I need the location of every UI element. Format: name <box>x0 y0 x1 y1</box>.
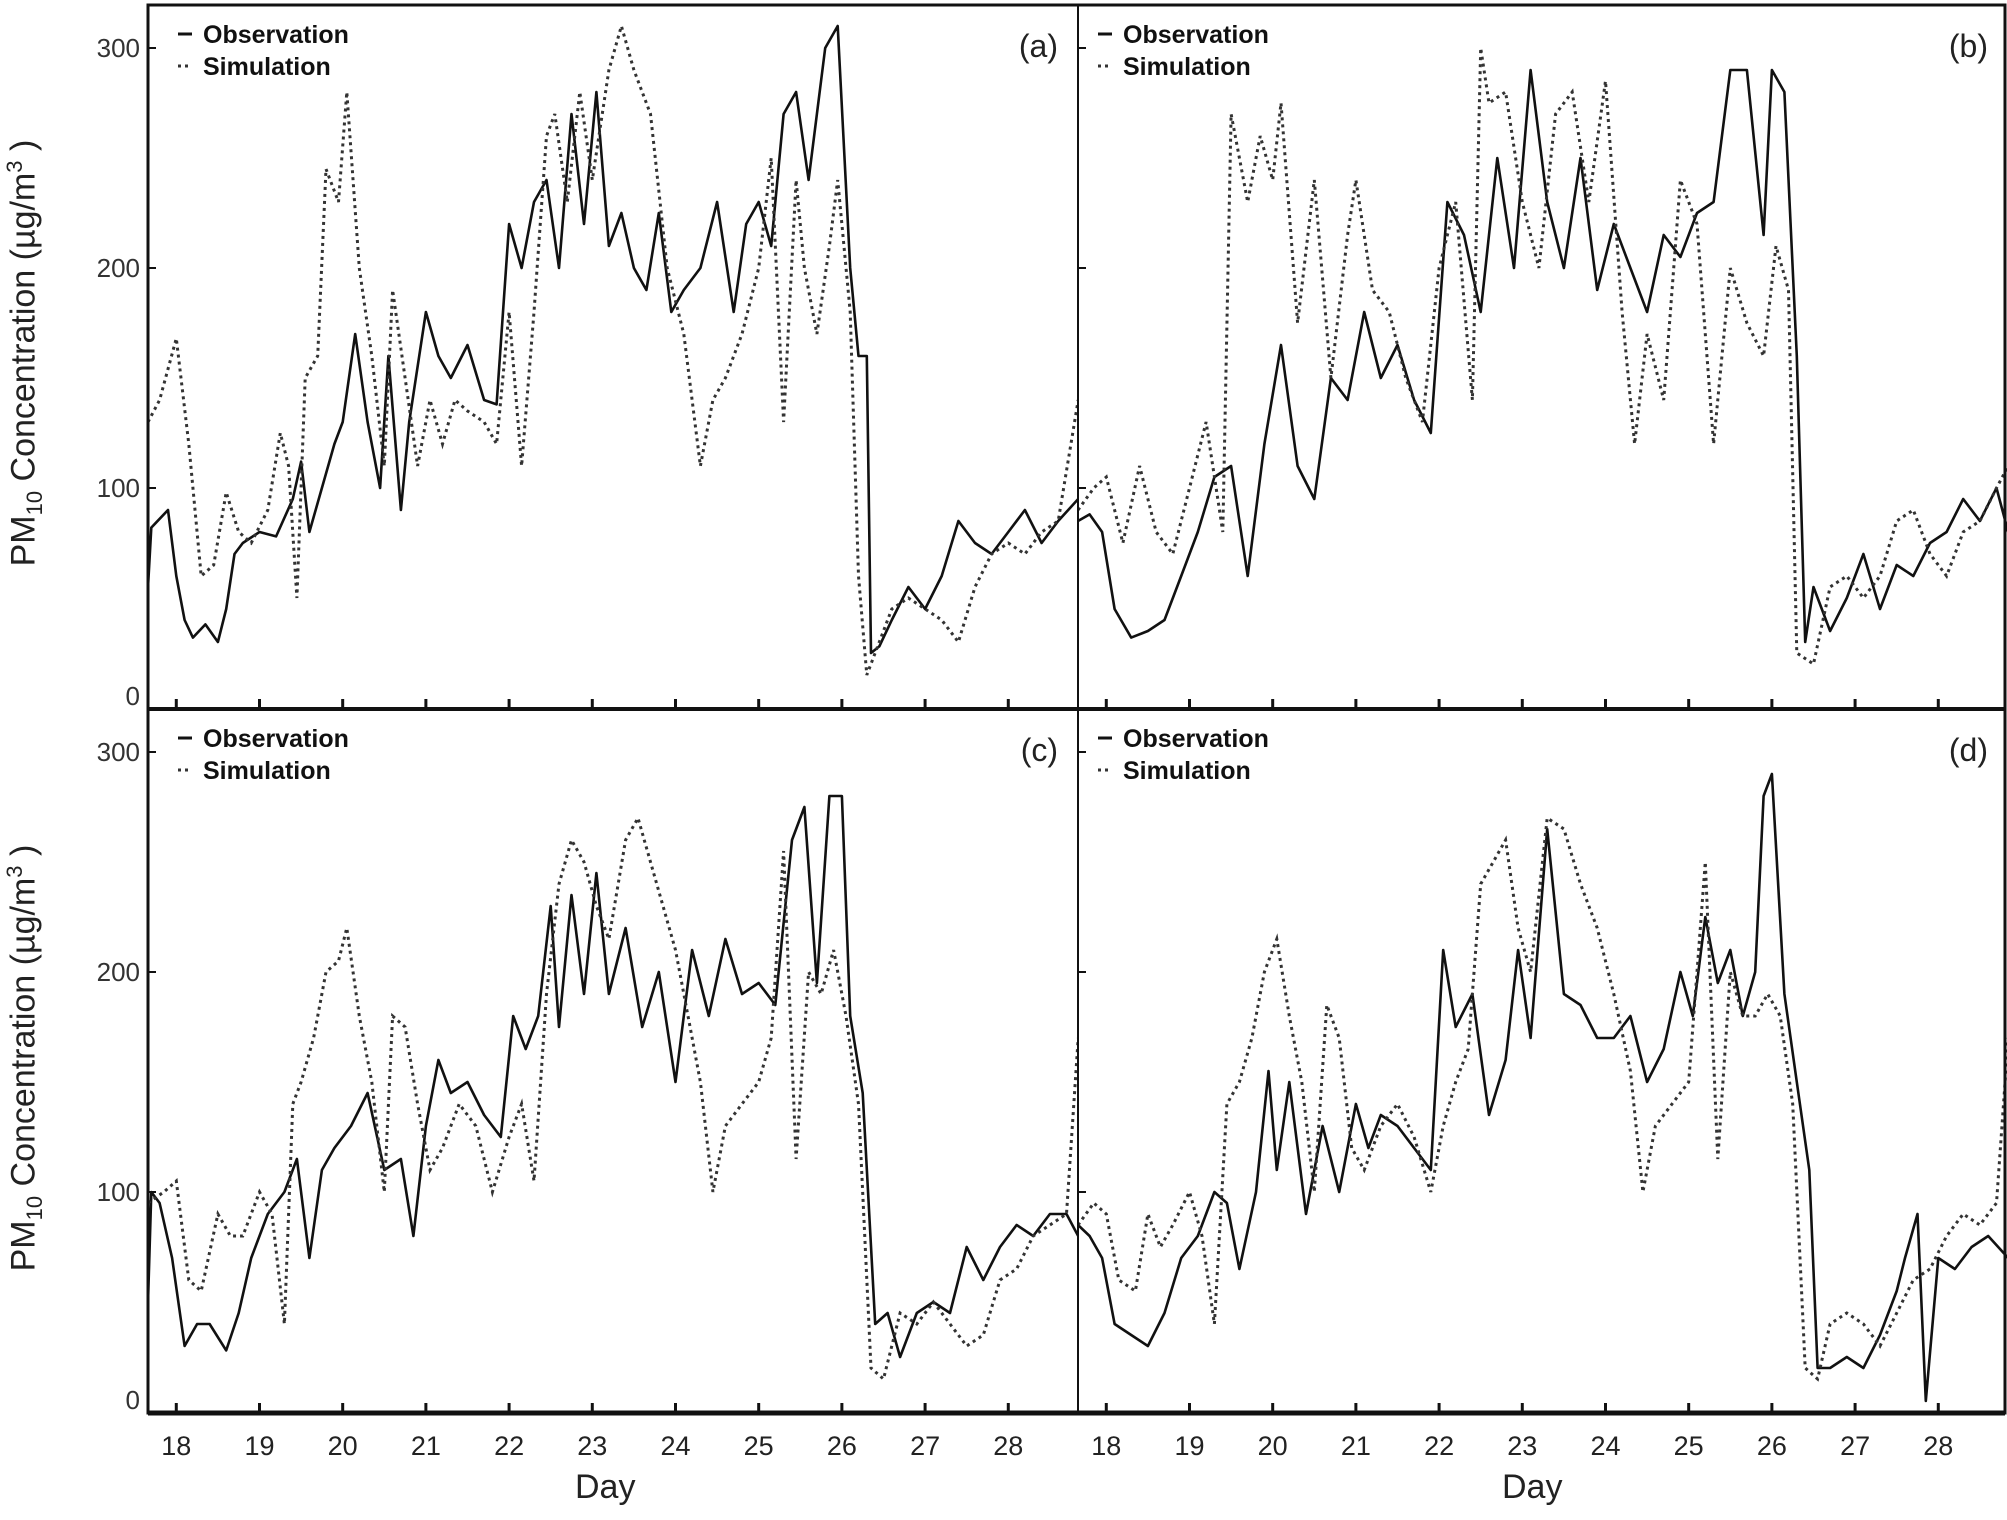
x-tick-label: 21 <box>411 1431 441 1461</box>
legend: Observation Simulation <box>178 725 349 785</box>
simulation-line <box>148 814 1078 1382</box>
x-tick-label: 24 <box>660 1431 690 1461</box>
x-tick-label: 28 <box>993 1431 1023 1461</box>
x-tick-label: 25 <box>744 1431 774 1461</box>
y-axis-label-top: PM10 Concentration (µg/m3 ) <box>1 139 48 567</box>
observation-line <box>1078 68 2007 644</box>
panel-tag: (d) <box>1949 732 1988 768</box>
y-tick-label: 300 <box>97 33 140 63</box>
panel-tag: (a) <box>1019 28 1058 64</box>
panel-d: 18 19 20 21 22 23 24 25 26 27 28 (d) Observation Simu… <box>1078 725 2007 1461</box>
y-axis-label-bottom: PM10 Concentration (µg/m3 ) <box>1 844 48 1272</box>
observation-line <box>148 24 1078 655</box>
x-tick-label: 28 <box>1923 1431 1953 1461</box>
y-tick-label: 100 <box>97 1177 140 1207</box>
panel-tag: (c) <box>1021 732 1058 768</box>
x-tick-label: 25 <box>1674 1431 1704 1461</box>
observation-line <box>1078 772 2007 1403</box>
x-tick-label: 22 <box>1424 1431 1454 1461</box>
x-tick-label: 19 <box>244 1431 274 1461</box>
panel-c: 18 19 20 21 22 23 24 25 26 27 28 0 100 200 300 (c) Obser… <box>97 725 1078 1461</box>
simulation-line <box>1078 47 2007 667</box>
x-tick-label: 26 <box>827 1431 857 1461</box>
x-tick-label: 23 <box>577 1431 607 1461</box>
panel-a: 0 100 200 300 (a) Observation Simulation <box>97 20 1078 711</box>
x-tick-label: 18 <box>1091 1431 1121 1461</box>
x-tick-label: 27 <box>1840 1431 1870 1461</box>
legend-observation-label: Observation <box>1123 725 1269 753</box>
legend-observation-label: Observation <box>1123 21 1269 49</box>
legend: Observation Simulation <box>178 21 349 81</box>
simulation-line <box>1078 815 2007 1382</box>
x-tick-label: 24 <box>1590 1431 1620 1461</box>
y-tick-label: 100 <box>97 473 140 503</box>
panel-tag: (b) <box>1949 28 1988 64</box>
legend-observation-label: Observation <box>203 725 349 753</box>
legend: Observation Simulation <box>1098 21 1269 81</box>
y-tick-label: 0 <box>126 681 140 711</box>
observation-line <box>148 794 1078 1359</box>
simulation-line <box>148 20 1078 676</box>
legend-simulation-label: Simulation <box>203 757 331 785</box>
x-tick-label: 27 <box>910 1431 940 1461</box>
x-axis-label-left: Day <box>575 1468 636 1506</box>
legend-observation-label: Observation <box>203 21 349 49</box>
x-tick-label: 19 <box>1174 1431 1204 1461</box>
panel-b: (b) Observation Simulation <box>1078 21 2007 709</box>
legend-simulation-label: Simulation <box>203 53 331 81</box>
x-tick-label: 20 <box>328 1431 358 1461</box>
x-tick-label: 23 <box>1507 1431 1537 1461</box>
y-tick-label: 300 <box>97 737 140 767</box>
y-tick-label: 200 <box>97 957 140 987</box>
legend: Observation Simulation <box>1098 725 1269 785</box>
x-axis-label-right: Day <box>1502 1468 1563 1506</box>
x-tick-label: 20 <box>1258 1431 1288 1461</box>
legend-simulation-label: Simulation <box>1123 53 1251 81</box>
x-tick-label: 18 <box>161 1431 191 1461</box>
legend-simulation-label: Simulation <box>1123 757 1251 785</box>
y-tick-label: 0 <box>126 1385 140 1415</box>
x-tick-label: 22 <box>494 1431 524 1461</box>
x-tick-label: 26 <box>1757 1431 1787 1461</box>
x-tick-label: 21 <box>1341 1431 1371 1461</box>
y-tick-label: 200 <box>97 253 140 283</box>
